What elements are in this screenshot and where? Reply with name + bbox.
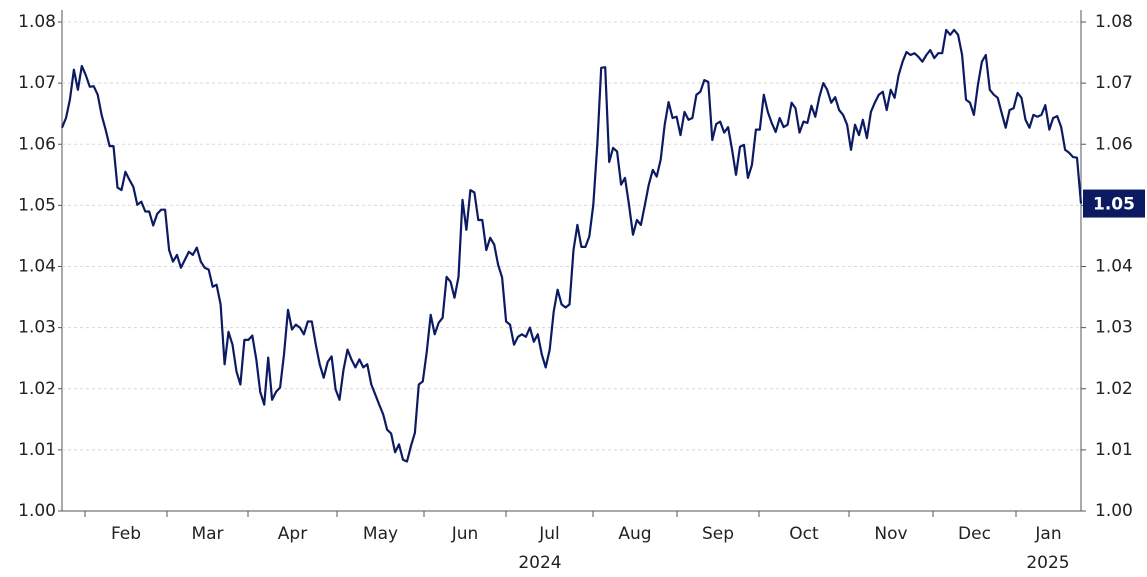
year-label: 2024 xyxy=(518,553,561,573)
y-tick-label: 1.07 xyxy=(18,73,56,93)
y2-tick-label: 1.00 xyxy=(1095,501,1133,521)
x-tick-label: Apr xyxy=(278,524,307,544)
y2-tick-label: 1.06 xyxy=(1095,134,1133,154)
y-tick-label: 1.04 xyxy=(18,257,56,277)
y-tick-label: 1.05 xyxy=(18,195,56,215)
y-tick-label: 1.03 xyxy=(18,318,56,338)
price-line xyxy=(60,28,1083,463)
x-tick-label: Dec xyxy=(958,524,991,544)
y-tick-label: 1.01 xyxy=(18,440,56,460)
end-label: 1.05 xyxy=(1093,195,1135,215)
x-tick-label: Nov xyxy=(874,524,907,544)
y-tick-label: 1.06 xyxy=(18,134,56,154)
y2-tick-label: 1.08 xyxy=(1095,12,1133,32)
y2-tick-label: 1.01 xyxy=(1095,440,1133,460)
x-tick-label: Jul xyxy=(538,524,560,544)
x-tick-label: Oct xyxy=(789,524,819,544)
y-tick-label: 1.08 xyxy=(18,12,56,32)
y2-tick-label: 1.04 xyxy=(1095,257,1133,277)
x-tick-label: May xyxy=(363,524,398,544)
y-tick-label: 1.00 xyxy=(18,501,56,521)
x-tick-label: Jan xyxy=(1034,524,1061,544)
y-tick-label: 1.02 xyxy=(18,379,56,399)
x-tick-label: Jun xyxy=(451,524,479,544)
end-label-box xyxy=(1083,189,1145,218)
y2-tick-label: 1.03 xyxy=(1095,318,1133,338)
x-tick-label: Mar xyxy=(191,524,223,544)
x-tick-label: Aug xyxy=(618,524,651,544)
x-tick-label: Sep xyxy=(702,524,734,544)
y2-tick-label: 1.02 xyxy=(1095,379,1133,399)
x-tick-label: Feb xyxy=(111,524,141,544)
y2-tick-label: 1.07 xyxy=(1095,73,1133,93)
year-label: 2025 xyxy=(1026,553,1069,573)
